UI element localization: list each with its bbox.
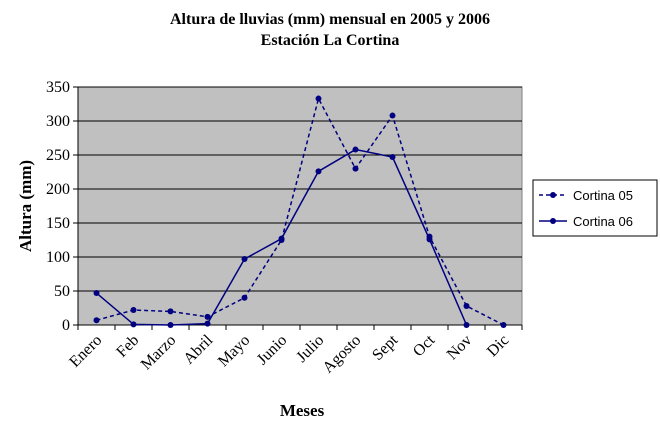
x-axis-title: Meses <box>280 401 325 420</box>
y-tick-label: 250 <box>46 147 70 164</box>
y-tick-label: 350 <box>46 79 70 96</box>
point <box>315 168 322 175</box>
y-tick-label: 200 <box>46 181 70 198</box>
point <box>389 112 396 119</box>
point <box>426 236 433 243</box>
point <box>278 235 285 242</box>
point <box>352 165 359 172</box>
x-tick-label: Abril <box>180 331 216 367</box>
point <box>389 154 396 161</box>
point <box>463 302 470 309</box>
point <box>167 322 174 328</box>
point <box>93 317 100 324</box>
legend-marker <box>550 192 556 198</box>
x-tick-label: Sept <box>369 331 402 364</box>
x-tick-label: Feb <box>113 332 142 361</box>
point <box>241 256 248 263</box>
legend-box <box>532 179 658 237</box>
y-tick-label: 150 <box>46 215 70 232</box>
point <box>352 146 359 153</box>
y-tick-label: 50 <box>54 283 70 300</box>
chart-title: Altura de lluvias (mm) mensual en 2005 y… <box>170 11 490 28</box>
point <box>167 308 174 315</box>
y-tick-label: 300 <box>46 113 70 130</box>
point <box>93 290 100 297</box>
point <box>130 321 137 328</box>
x-tick-label: Enero <box>66 332 105 371</box>
x-tick-label: Oct <box>410 331 439 360</box>
point <box>204 320 211 327</box>
series-line <box>96 96 504 326</box>
point <box>241 294 248 301</box>
legend-label: Cortina 05 <box>573 188 633 203</box>
x-tick-label: Junio <box>254 332 291 369</box>
x-tick-label: Marzo <box>138 332 180 374</box>
legend-label: Cortina 06 <box>573 214 633 229</box>
legend-marker <box>550 218 556 224</box>
point <box>315 95 322 102</box>
point <box>204 313 211 320</box>
y-axis-title: Altura (mm) <box>16 160 35 252</box>
x-tick-label: Mayo <box>215 332 253 370</box>
x-tick-label: Agosto <box>320 332 365 377</box>
point <box>463 322 470 328</box>
y-tick-label: 100 <box>46 249 70 266</box>
point <box>500 322 507 328</box>
y-tick-label: 0 <box>62 317 70 334</box>
point <box>130 307 137 314</box>
x-tick-label: Dic <box>484 332 512 360</box>
x-tick-label: Nov <box>444 332 476 364</box>
chart-subtitle: Estación La Cortina <box>261 32 400 49</box>
